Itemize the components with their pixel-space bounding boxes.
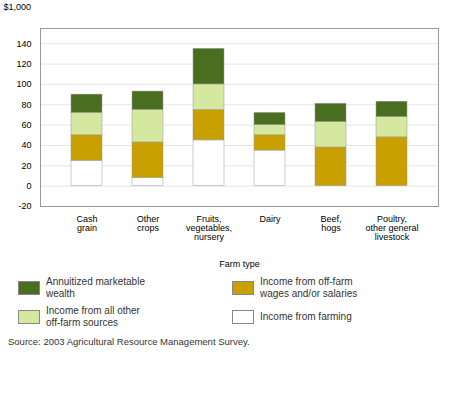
svg-text:Beef,hogs: Beef,hogs xyxy=(320,214,341,233)
svg-text:20: 20 xyxy=(21,161,31,171)
html-text:Income from off-farm wages and: Income from off-farm wages and/or salari… xyxy=(260,276,358,299)
svg-text:Cashgrain: Cashgrain xyxy=(76,214,97,233)
svg-text:-20: -20 xyxy=(18,201,31,211)
html-text:Annuitized marketable wealth: Annuitized marketable wealth xyxy=(46,276,145,299)
svg-text:Fruits,vegetables,nursery: Fruits,vegetables,nursery xyxy=(186,214,232,242)
svg-text:Othercrops: Othercrops xyxy=(137,214,160,233)
svg-text:Dairy: Dairy xyxy=(259,214,281,224)
svg-text:140: 140 xyxy=(16,39,31,49)
svg-text:$1,000: $1,000 xyxy=(4,2,32,12)
svg-text:0: 0 xyxy=(26,181,31,191)
html-text:Income from all other off-farm: Income from all other off-farm sources xyxy=(46,305,140,328)
svg-text:120: 120 xyxy=(16,59,31,69)
svg-text:40: 40 xyxy=(21,140,31,150)
svg-text:Poultry,other generallivestock: Poultry,other generallivestock xyxy=(365,214,418,242)
html-text:Source: 2003 Agricultural Reso: Source: 2003 Agricultural Resource Manag… xyxy=(8,336,250,347)
svg-text:60: 60 xyxy=(21,120,31,130)
html-text:Income from farming: Income from farming xyxy=(260,310,352,322)
svg-text:Farm type: Farm type xyxy=(219,259,260,269)
svg-text:80: 80 xyxy=(21,100,31,110)
svg-text:100: 100 xyxy=(16,79,31,89)
